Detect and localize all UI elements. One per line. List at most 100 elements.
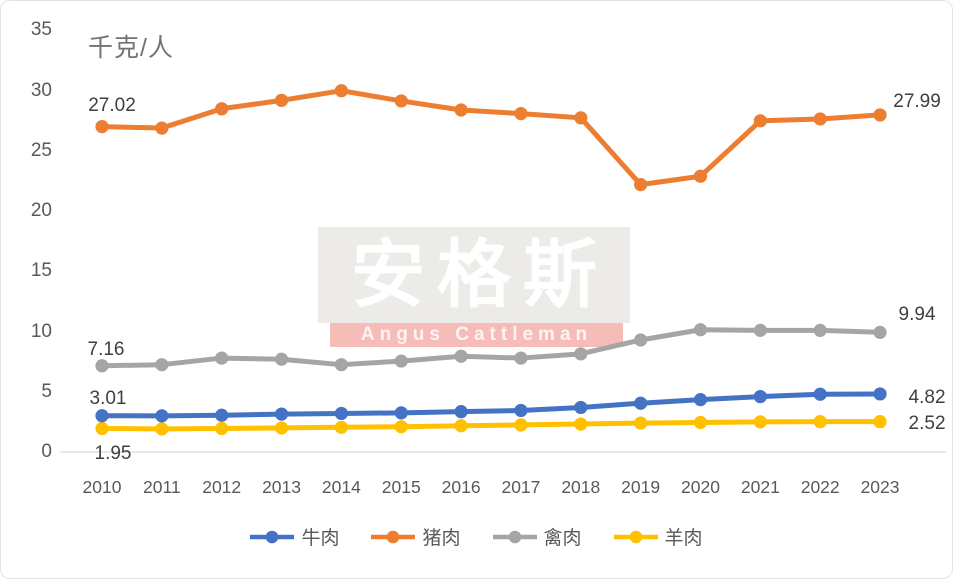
x-axis-tick-label: 2014 — [321, 477, 361, 497]
series-marker-pork-2017 — [514, 106, 528, 121]
x-axis-tick-label: 2022 — [800, 477, 840, 497]
legend-marker-icon — [492, 530, 537, 543]
x-axis-tick-label: 2012 — [202, 477, 242, 497]
series-marker-beef-2010 — [95, 409, 109, 423]
data-label-poultry-2023: 9.94 — [898, 304, 936, 326]
x-axis-tick-label: 2013 — [262, 477, 302, 497]
series-marker-poultry-2016 — [454, 349, 468, 363]
series-marker-lamb-2019 — [634, 416, 648, 430]
watermark-en-text: Angus Cattleman — [360, 324, 593, 345]
series-marker-pork-2014 — [334, 84, 348, 98]
series-marker-poultry-2019 — [634, 333, 648, 347]
data-label-poultry-2010: 7.16 — [87, 338, 125, 360]
y-axis-tick-label: 0 — [41, 441, 52, 462]
series-marker-lamb-2010 — [95, 421, 109, 436]
series-marker-lamb-2015 — [394, 420, 408, 434]
series-marker-poultry-2022 — [813, 323, 827, 337]
series-marker-beef-2022 — [813, 387, 827, 401]
legend-marker-icon — [250, 530, 295, 543]
series-marker-pork-2010 — [95, 119, 109, 134]
legend-marker-icon — [613, 530, 658, 543]
series-marker-beef-2012 — [215, 408, 229, 422]
x-axis-tick-label: 2015 — [381, 477, 421, 497]
series-marker-beef-2019 — [634, 396, 648, 410]
legend-item-pork: 猪肉 — [371, 523, 461, 550]
legend-item-label: 禽肉 — [543, 528, 582, 549]
legend-item-poultry: 禽肉 — [492, 523, 582, 550]
series-marker-lamb-2023 — [873, 415, 887, 429]
y-axis-tick-label: 10 — [30, 320, 52, 342]
series-marker-beef-2011 — [155, 409, 169, 423]
series-marker-lamb-2012 — [215, 421, 229, 436]
series-marker-lamb-2018 — [574, 417, 588, 431]
x-axis-tick-label: 2010 — [82, 477, 122, 497]
series-marker-lamb-2017 — [514, 418, 528, 432]
series-marker-poultry-2018 — [574, 347, 588, 361]
series-marker-lamb-2020 — [693, 415, 708, 430]
series-marker-lamb-2013 — [274, 421, 289, 435]
data-label-pork-2023: 27.99 — [893, 90, 941, 112]
data-label-beef-2010: 3.01 — [89, 387, 127, 409]
series-marker-pork-2013 — [274, 93, 289, 107]
series-marker-poultry-2013 — [274, 352, 289, 366]
series-marker-pork-2015 — [394, 94, 408, 108]
series-marker-pork-2020 — [693, 169, 708, 183]
series-marker-pork-2021 — [753, 114, 767, 128]
series-line-beef — [101, 391, 881, 419]
x-axis-tick-label: 2016 — [441, 477, 481, 497]
series-marker-pork-2011 — [155, 121, 169, 135]
y-axis-unit-label: 千克/人 — [88, 34, 174, 62]
data-label-lamb-2010: 1.95 — [94, 442, 132, 464]
series-marker-beef-2021 — [753, 390, 767, 404]
series-marker-poultry-2021 — [753, 323, 767, 337]
series-marker-poultry-2014 — [334, 358, 348, 372]
series-marker-lamb-2011 — [155, 422, 169, 436]
data-label-pork-2010: 27.02 — [88, 94, 136, 116]
series-marker-beef-2014 — [334, 406, 348, 421]
watermark: 安格斯 — [318, 227, 630, 323]
legend-item-label: 羊肉 — [664, 528, 703, 549]
series-marker-pork-2016 — [454, 103, 468, 117]
series-marker-poultry-2023 — [873, 325, 887, 339]
series-marker-beef-2016 — [454, 405, 468, 419]
y-axis-tick-label: 30 — [30, 79, 52, 101]
x-axis-tick-label: 2021 — [740, 477, 780, 497]
x-axis-tick-label: 2020 — [681, 477, 720, 497]
series-marker-pork-2023 — [873, 108, 887, 122]
series-marker-pork-2022 — [813, 112, 827, 126]
legend-item-label: 猪肉 — [422, 528, 461, 549]
series-marker-pork-2018 — [574, 111, 588, 125]
y-axis-tick-label: 35 — [30, 19, 52, 41]
watermark-cn-text: 安格斯 — [351, 233, 609, 316]
x-axis-tick-label: 2011 — [143, 477, 181, 497]
series-marker-poultry-2015 — [394, 354, 408, 368]
x-axis-tick-label: 2018 — [561, 477, 601, 497]
y-axis-tick-label: 15 — [30, 260, 52, 282]
y-axis-tick-label: 25 — [30, 139, 52, 161]
watermark-en-banner: Angus Cattleman — [330, 323, 623, 347]
series-marker-lamb-2022 — [813, 415, 827, 429]
series-marker-poultry-2011 — [155, 358, 169, 372]
series-marker-beef-2023 — [873, 387, 887, 401]
series-marker-beef-2013 — [274, 407, 289, 421]
series-marker-beef-2017 — [514, 403, 528, 418]
data-label-lamb-2023: 2.52 — [908, 412, 946, 434]
series-marker-poultry-2017 — [514, 351, 528, 365]
series-marker-lamb-2014 — [334, 420, 348, 434]
series-line-pork — [101, 88, 881, 188]
legend-marker-icon — [371, 530, 416, 543]
y-axis-tick-label: 5 — [41, 380, 52, 402]
x-axis-tick-label: 2023 — [860, 477, 900, 497]
series-marker-poultry-2010 — [95, 359, 109, 373]
series-line-poultry — [101, 327, 881, 369]
series-marker-lamb-2016 — [454, 419, 468, 433]
legend-item-lamb: 羊肉 — [613, 523, 703, 550]
series-marker-beef-2020 — [693, 393, 708, 407]
series-marker-poultry-2020 — [693, 323, 708, 337]
legend-item-label: 牛肉 — [301, 528, 340, 549]
y-axis-tick-label: 20 — [30, 200, 52, 222]
legend: 牛肉 猪肉 禽肉 羊肉 — [0, 523, 953, 550]
x-axis-tick-label: 2019 — [621, 477, 661, 497]
